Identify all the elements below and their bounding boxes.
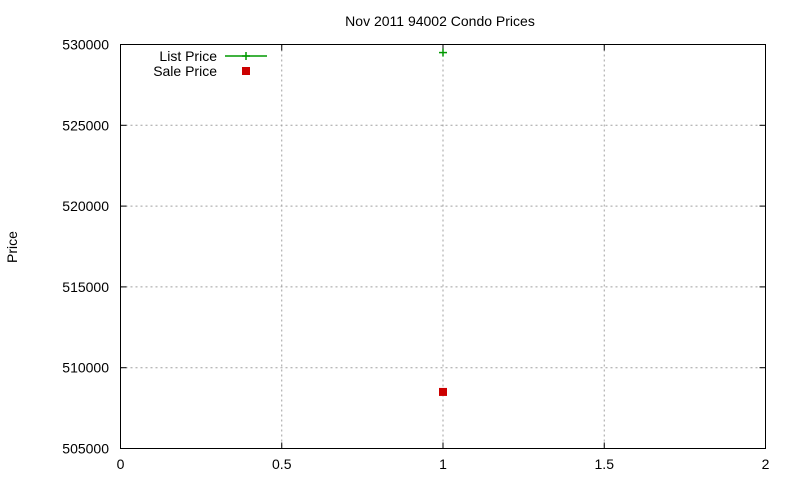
y-tick-label: 510000 — [62, 360, 109, 376]
y-tick-label: 530000 — [62, 37, 109, 53]
plot-area-frame — [120, 44, 766, 449]
y-tick-label: 525000 — [62, 117, 109, 133]
x-tick-label: 1.5 — [595, 456, 615, 472]
chart-title: Nov 2011 94002 Condo Prices — [345, 13, 535, 29]
data-point-plus — [439, 48, 447, 57]
data-point-square — [439, 387, 447, 396]
x-tick-label: 2 — [762, 456, 770, 472]
x-tick-label: 0 — [117, 456, 125, 472]
grid-lines — [120, 44, 766, 449]
y-axis-label: Price — [4, 231, 20, 263]
y-tick-label: 520000 — [62, 198, 109, 214]
x-tick-label: 0.5 — [272, 456, 292, 472]
x-tick-label: 1 — [439, 456, 447, 472]
legend-marker-square — [242, 67, 250, 75]
legend-label: List Price — [159, 48, 217, 64]
y-tick-label: 505000 — [62, 441, 109, 457]
legend-label: Sale Price — [153, 63, 217, 79]
data-points — [439, 48, 447, 396]
y-tick-label: 515000 — [62, 279, 109, 295]
tick-labels: 505000 510000 515000 520000 525000 530000 0 0.5… — [62, 37, 769, 473]
legend-marker-plus — [242, 52, 250, 60]
